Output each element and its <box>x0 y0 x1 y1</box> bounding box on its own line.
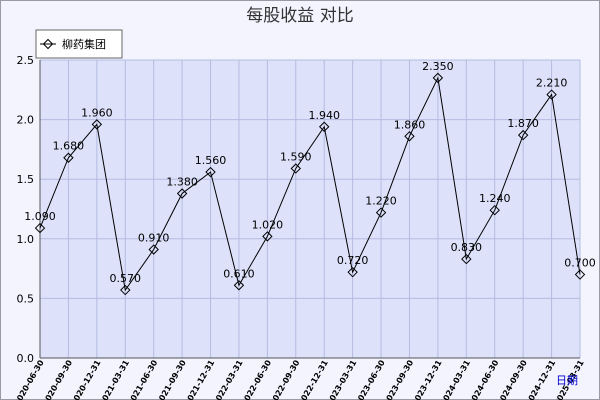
plot-area <box>40 60 580 358</box>
data-label: 1.240 <box>479 192 511 205</box>
x-tick-label: 2022-06-30 <box>240 358 274 400</box>
y-tick-label: 0.0 <box>17 352 35 365</box>
data-label: 1.590 <box>280 150 312 163</box>
data-point-marker <box>262 231 273 242</box>
data-point-marker <box>461 253 472 265</box>
legend-label: 柳药集团 <box>62 37 106 51</box>
x-tick-label: 2023-12-31 <box>410 358 444 400</box>
y-tick-label: 2.0 <box>17 114 35 127</box>
x-tick-label: 2023-03-31 <box>325 358 359 400</box>
data-point-marker <box>574 269 586 280</box>
data-label: 0.910 <box>138 232 170 245</box>
data-label: 0.720 <box>337 254 369 267</box>
data-label: 2.350 <box>422 60 454 73</box>
x-tick-label: 2023-09-30 <box>382 358 416 400</box>
x-tick-label: 2020-09-30 <box>41 358 75 400</box>
data-label: 1.380 <box>166 176 198 189</box>
x-tick-label: 2021-09-30 <box>154 358 188 400</box>
x-tick-label: 2021-06-30 <box>126 358 160 400</box>
data-label: 0.570 <box>110 272 142 285</box>
y-tick-label: 2.5 <box>17 54 35 67</box>
data-point-marker <box>120 284 131 296</box>
data-label: 1.220 <box>365 195 397 208</box>
x-tick-label: 2024-06-30 <box>467 358 501 400</box>
data-point-marker <box>176 188 188 199</box>
data-point-marker <box>546 89 557 100</box>
x-tick-label: 2021-12-31 <box>183 358 217 400</box>
data-point-marker <box>375 207 387 218</box>
data-point-marker <box>34 222 46 234</box>
legend-marker-icon <box>42 38 54 50</box>
x-tick-label: 2024-09-30 <box>496 358 530 400</box>
x-tick-label: 2021-03-31 <box>98 358 132 400</box>
data-point-marker <box>148 244 159 255</box>
data-point-marker <box>517 129 529 141</box>
data-point-marker <box>432 72 444 84</box>
data-point-marker <box>404 131 415 142</box>
data-label: 1.960 <box>81 106 113 119</box>
data-label: 0.610 <box>223 267 255 280</box>
data-point-marker <box>290 163 301 174</box>
data-label: 1.090 <box>24 210 56 223</box>
x-tick-label: 2022-12-31 <box>297 358 331 400</box>
data-point-marker <box>91 119 103 130</box>
chart-title: 每股收益 对比 <box>246 6 353 26</box>
data-point-marker <box>319 121 330 132</box>
y-tick-label: 1.0 <box>17 233 35 246</box>
data-point-marker <box>347 266 358 278</box>
x-tick-label: 2022-09-30 <box>268 358 302 400</box>
x-tick-label: 2024-03-31 <box>439 358 473 400</box>
data-point-marker <box>205 166 216 178</box>
data-label: 1.020 <box>252 218 284 231</box>
data-label: 0.700 <box>564 257 596 270</box>
data-label: 1.680 <box>53 140 85 153</box>
data-point-marker <box>489 204 500 216</box>
x-tick-label: 2022-03-31 <box>211 358 245 400</box>
data-label: 1.870 <box>507 117 539 130</box>
x-axis-label: 日期 <box>556 374 578 387</box>
data-label: 1.860 <box>394 118 426 131</box>
data-point-marker <box>63 152 74 163</box>
x-tick-label: 2024-12-31 <box>524 358 558 400</box>
x-tick-label: 2023-06-30 <box>353 358 387 400</box>
y-tick-label: 1.5 <box>17 173 35 186</box>
series-line <box>39 76 581 292</box>
x-tick-label: 2020-12-31 <box>69 358 103 400</box>
data-label: 0.830 <box>451 241 483 254</box>
y-tick-label: 0.5 <box>17 292 35 305</box>
data-label: 1.940 <box>308 109 340 122</box>
data-label: 1.560 <box>195 154 227 167</box>
data-label: 2.210 <box>536 77 568 90</box>
data-point-marker <box>233 280 245 291</box>
